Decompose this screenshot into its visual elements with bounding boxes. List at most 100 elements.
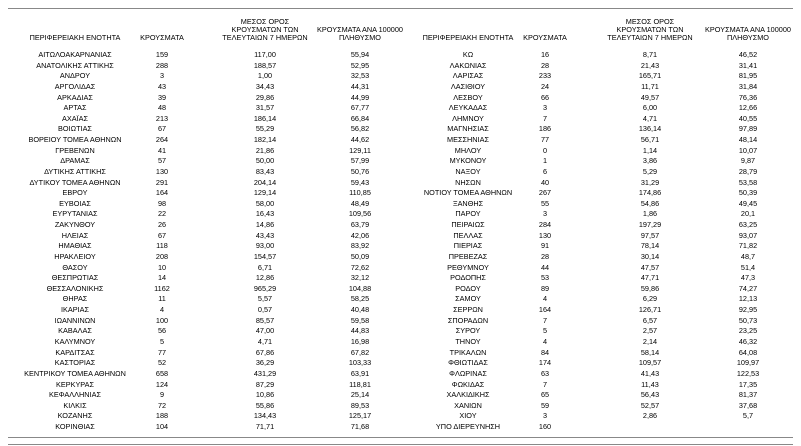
- cell: 110,85: [349, 188, 371, 198]
- cell: 44: [540, 262, 550, 272]
- region-name: ΛΕΣΒΟΥ: [453, 92, 483, 102]
- region-name: ΛΗΜΝΟΥ: [452, 113, 484, 123]
- cell: 24: [540, 81, 550, 91]
- cell: 47,3: [740, 273, 756, 283]
- cell: 59,43: [350, 177, 370, 187]
- cell: 6,71: [257, 262, 273, 272]
- cell: 83,92: [350, 241, 370, 251]
- region-name: ΞΑΝΘΗΣ: [452, 198, 484, 208]
- cell: 134,43: [253, 411, 277, 421]
- region-name: ΘΕΣΠΡΩΤΙΑΣ: [51, 273, 99, 283]
- cell: 186,14: [253, 113, 277, 123]
- cell: 47,00: [255, 326, 275, 336]
- region-name: ΣΑΜΟΥ: [455, 294, 481, 304]
- region-name: ΦΘΙΩΤΙΔΑΣ: [448, 358, 488, 368]
- cell: 23,25: [738, 326, 758, 336]
- region-name: ΚΑΣΤΟΡΙΑΣ: [54, 358, 96, 368]
- cell: 3,86: [642, 156, 658, 166]
- cell: 55,29: [255, 124, 275, 134]
- region-name: ΘΗΡΑΣ: [62, 294, 88, 304]
- region-name: ΑΙΤΩΛΟΑΚΑΡΝΑΝΙΑΣ: [38, 50, 112, 59]
- cell: 56,82: [350, 124, 370, 134]
- region-name: ΙΚΑΡΙΑΣ: [60, 305, 90, 315]
- cell: 11: [158, 294, 166, 304]
- cell: 431,29: [253, 368, 277, 378]
- region-name: ΖΑΚΥΝΘΟΥ: [54, 220, 96, 230]
- cell: 76,36: [738, 92, 758, 102]
- cell: 49,45: [738, 198, 758, 208]
- cell: 267: [538, 188, 552, 198]
- cell: 67,77: [350, 103, 370, 113]
- cell: 21,43: [640, 60, 660, 70]
- cell: 43: [157, 81, 167, 91]
- cell: 83,43: [255, 166, 275, 176]
- cell: 41: [157, 145, 167, 155]
- cell: 16,98: [350, 337, 370, 346]
- region-name: ΜΗΛΟΥ: [454, 145, 482, 155]
- cell: 57: [157, 156, 167, 166]
- cell: 53: [540, 273, 550, 283]
- region-name: ΔΥΤΙΚΗΣ ΑΤΤΙΚΗΣ: [44, 166, 106, 176]
- cell: 118,81: [349, 379, 371, 389]
- cell: 66,84: [350, 113, 370, 123]
- cell: 58,25: [350, 294, 370, 304]
- cell: 66: [540, 92, 550, 102]
- cell: 77: [540, 135, 550, 145]
- cell: 55,86: [255, 400, 275, 410]
- cell: 93,07: [738, 230, 758, 240]
- rule: [8, 444, 793, 445]
- region-name: ΚΕΝΤΡΙΚΟΥ ΤΟΜΕΑ ΑΘΗΝΩΝ: [24, 368, 126, 378]
- cell: 188: [155, 411, 169, 421]
- region-name: ΚΙΛΚΙΣ: [63, 400, 87, 410]
- cell: 174,86: [638, 188, 662, 198]
- region-name: ΡΟΔΟΥ: [455, 283, 481, 293]
- cell: 85,57: [255, 315, 275, 325]
- rule: [8, 8, 793, 9]
- cell: 36,29: [255, 358, 275, 368]
- cell: 130: [538, 230, 552, 240]
- cell: 44,62: [350, 135, 370, 145]
- cell: 58,00: [255, 198, 275, 208]
- column-header: ΚΡΟΥΣΜΑΤΩΝ ΤΩΝ: [231, 25, 299, 34]
- cell: 63,91: [350, 368, 370, 378]
- column-header: ΚΡΟΥΣΜΑΤΑ: [523, 33, 567, 42]
- cell: 10,86: [255, 390, 275, 400]
- region-name: ΠΑΡΟΥ: [455, 209, 481, 219]
- cell: 4: [159, 305, 165, 315]
- cell: 87,29: [255, 379, 275, 389]
- cell: 3: [159, 71, 165, 81]
- region-name: ΦΛΩΡΙΝΑΣ: [449, 368, 487, 378]
- cell: 29,86: [255, 92, 275, 102]
- region-name: ΠΙΕΡΙΑΣ: [453, 241, 483, 251]
- cell: 165,71: [638, 71, 662, 81]
- cell: 109,97: [736, 358, 760, 368]
- cell: 188,57: [253, 60, 277, 70]
- cell: 30,14: [640, 251, 660, 261]
- region-name: ΚΟΡΙΝΘΙΑΣ: [55, 422, 95, 432]
- region-name: ΜΥΚΟΝΟΥ: [449, 156, 487, 166]
- column-header: ΚΡΟΥΣΜΑΤΑ ΑΝΑ 100000: [705, 25, 791, 34]
- cell: 59,58: [350, 315, 370, 325]
- cell: 54,86: [640, 198, 660, 208]
- region-name: ΑΡΚΑΔΙΑΣ: [57, 92, 93, 102]
- cell: 40,48: [350, 305, 370, 315]
- region-name: ΔΥΤΙΚΟΥ ΤΟΜΕΑ ΑΘΗΝΩΝ: [29, 177, 121, 187]
- region-name: ΠΡΕΒΕΖΑΣ: [448, 251, 488, 261]
- region-name: ΠΕΛΛΑΣ: [453, 230, 483, 240]
- cell: 58,14: [640, 347, 660, 357]
- cell: 204,14: [253, 177, 277, 187]
- cell: 20,1: [740, 209, 756, 219]
- cell: 118: [156, 241, 168, 251]
- cell: 3: [542, 411, 548, 421]
- cell: 965,29: [253, 283, 277, 293]
- cell: 164: [155, 188, 169, 198]
- cell: 65: [540, 390, 550, 400]
- cell: 12,66: [738, 103, 758, 113]
- cell: 31,57: [255, 103, 275, 113]
- region-name: ΚΕΦΑΛΛΗΝΙΑΣ: [49, 390, 101, 400]
- cell: 71,71: [255, 422, 275, 432]
- region-name: ΛΑΡΙΣΑΣ: [452, 71, 484, 81]
- cell: 56,71: [640, 135, 660, 145]
- cell: 64,08: [738, 347, 758, 357]
